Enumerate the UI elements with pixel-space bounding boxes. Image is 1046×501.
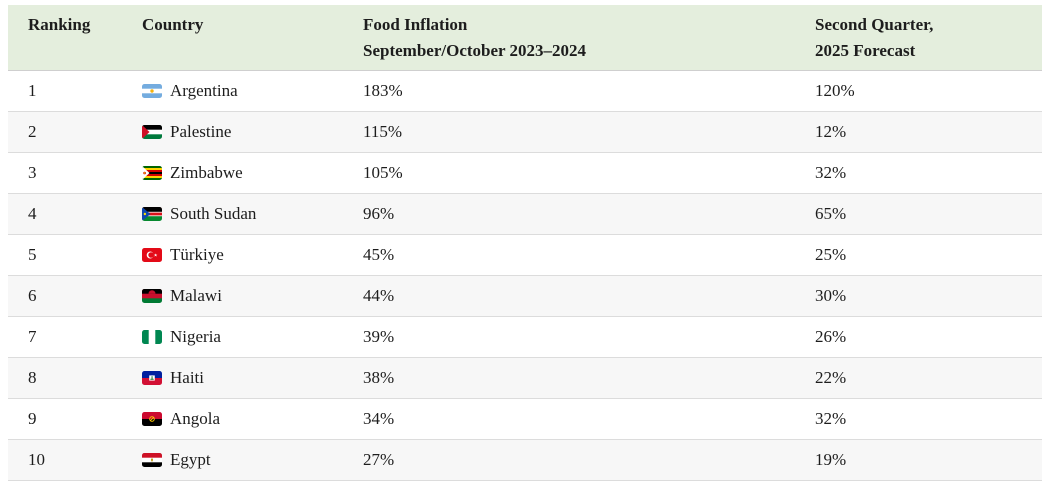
forecast-cell: 26% — [815, 316, 1042, 358]
header-forecast-line1: Second Quarter, — [815, 15, 934, 34]
country-name: South Sudan — [170, 204, 257, 223]
header-forecast: Second Quarter, 2025 Forecast — [815, 5, 1042, 71]
table-row: 1 Argentina 183% 120% — [8, 70, 1042, 112]
forecast-cell: 25% — [815, 234, 1042, 276]
food-inflation-ranking-page: Ranking Country Food Inflation September… — [0, 5, 1046, 501]
country-name: Argentina — [170, 81, 238, 100]
rank-cell: 7 — [8, 316, 142, 358]
flag-zimbabwe-icon — [142, 166, 162, 180]
table-row: 3 Zimbabwe 105% 32% — [8, 152, 1042, 194]
flag-egypt-icon — [142, 453, 162, 467]
forecast-cell: 32% — [815, 152, 1042, 194]
country-cell: Angola — [142, 398, 363, 440]
country-name: Türkiye — [170, 245, 224, 264]
header-forecast-line2: 2025 Forecast — [815, 41, 916, 60]
rank-cell: 3 — [8, 152, 142, 194]
rank-cell: 5 — [8, 234, 142, 276]
forecast-cell: 22% — [815, 357, 1042, 399]
rank-cell: 2 — [8, 111, 142, 153]
flag-argentina-icon — [142, 84, 162, 98]
country-cell: South Sudan — [142, 193, 363, 235]
rank-cell: 4 — [8, 193, 142, 235]
rank-cell: 1 — [8, 70, 142, 112]
header-food-inflation-line2: September/October 2023–2024 — [363, 41, 587, 60]
country-cell: Egypt — [142, 439, 363, 481]
rank-cell: 9 — [8, 398, 142, 440]
header-ranking: Ranking — [8, 5, 142, 71]
table-row: 4 South Sudan 96% 65% — [8, 193, 1042, 235]
country-cell: Malawi — [142, 275, 363, 317]
rank-cell: 8 — [8, 357, 142, 399]
forecast-cell: 120% — [815, 70, 1042, 112]
table-row: 8 Haiti 38% 22% — [8, 357, 1042, 399]
country-cell: Haiti — [142, 357, 363, 399]
inflation-cell: 44% — [363, 275, 815, 317]
flag-nigeria-icon — [142, 330, 162, 344]
country-cell: Türkiye — [142, 234, 363, 276]
country-name: Malawi — [170, 286, 222, 305]
country-name: Egypt — [170, 450, 211, 469]
country-name: Zimbabwe — [170, 163, 243, 182]
flag-south-sudan-icon — [142, 207, 162, 221]
table-row: 5 Türkiye 45% 25% — [8, 234, 1042, 276]
table-row: 6 Malawi 44% 30% — [8, 275, 1042, 317]
forecast-cell: 30% — [815, 275, 1042, 317]
table-row: 2 Palestine 115% 12% — [8, 111, 1042, 153]
header-food-inflation: Food Inflation September/October 2023–20… — [363, 5, 815, 71]
flag-angola-icon — [142, 412, 162, 426]
header-row: Ranking Country Food Inflation September… — [8, 5, 1042, 71]
rank-cell: 10 — [8, 439, 142, 481]
food-inflation-table: Ranking Country Food Inflation September… — [8, 5, 1042, 481]
table-header: Ranking Country Food Inflation September… — [8, 5, 1042, 71]
forecast-cell: 12% — [815, 111, 1042, 153]
country-name: Palestine — [170, 122, 232, 141]
flag-palestine-icon — [142, 125, 162, 139]
flag-haiti-icon — [142, 371, 162, 385]
inflation-cell: 38% — [363, 357, 815, 399]
table-body: 1 Argentina 183% 120% 2 Palestine 115% 1… — [8, 70, 1042, 481]
inflation-cell: 115% — [363, 111, 815, 153]
country-name: Haiti — [170, 368, 204, 387]
header-food-inflation-line1: Food Inflation — [363, 15, 468, 34]
inflation-cell: 96% — [363, 193, 815, 235]
country-name: Nigeria — [170, 327, 221, 346]
inflation-cell: 39% — [363, 316, 815, 358]
inflation-cell: 27% — [363, 439, 815, 481]
table-row: 10 Egypt 27% 19% — [8, 439, 1042, 481]
forecast-cell: 32% — [815, 398, 1042, 440]
inflation-cell: 45% — [363, 234, 815, 276]
header-country-label: Country — [142, 15, 204, 34]
header-ranking-label: Ranking — [28, 15, 91, 34]
country-cell: Argentina — [142, 70, 363, 112]
rank-cell: 6 — [8, 275, 142, 317]
inflation-cell: 183% — [363, 70, 815, 112]
forecast-cell: 19% — [815, 439, 1042, 481]
country-cell: Palestine — [142, 111, 363, 153]
inflation-cell: 105% — [363, 152, 815, 194]
flag-malawi-icon — [142, 289, 162, 303]
country-cell: Nigeria — [142, 316, 363, 358]
header-country: Country — [142, 5, 363, 71]
table-row: 7 Nigeria 39% 26% — [8, 316, 1042, 358]
table-row: 9 Angola 34% 32% — [8, 398, 1042, 440]
forecast-cell: 65% — [815, 193, 1042, 235]
inflation-cell: 34% — [363, 398, 815, 440]
flag-turkiye-icon — [142, 248, 162, 262]
country-cell: Zimbabwe — [142, 152, 363, 194]
country-name: Angola — [170, 409, 221, 428]
